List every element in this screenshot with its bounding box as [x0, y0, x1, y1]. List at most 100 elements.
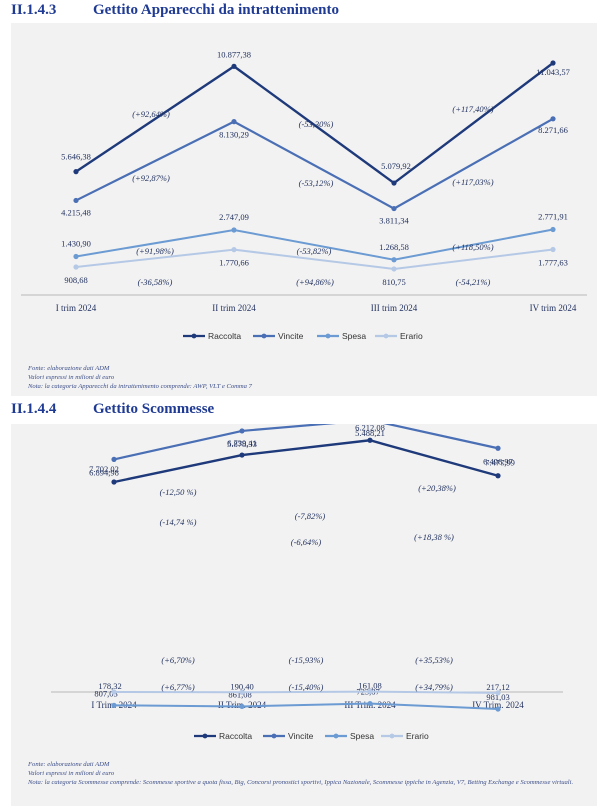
data-point-spesa	[111, 702, 117, 708]
data-label: 190,40	[230, 681, 253, 691]
data-label: 10.877,38	[217, 49, 251, 59]
change-label: (+18,38 %)	[414, 532, 454, 542]
data-label: 5.646,38	[61, 152, 91, 162]
data-point-spesa	[367, 700, 373, 707]
chart-notes-apparecchi: Fonte: elaborazione dati ADM Valori espr…	[28, 364, 588, 391]
series-line-erario	[113, 690, 499, 694]
change-label: (-6,64%)	[291, 537, 322, 547]
x-tick-label: III trim 2024	[371, 303, 418, 313]
data-point-spesa	[239, 703, 245, 710]
data-point-raccolta	[367, 437, 373, 443]
change-label: (+92,87%)	[132, 173, 170, 183]
data-point-spesa	[73, 253, 79, 260]
change-label: (+91,98%)	[136, 246, 174, 256]
data-label: 810,75	[382, 277, 405, 287]
series-line-raccolta	[75, 62, 554, 185]
data-label: 5.488,21	[355, 428, 385, 438]
data-point-raccolta	[495, 473, 501, 479]
data-label: 1.770,66	[219, 258, 249, 268]
change-label: (-14,74 %)	[160, 517, 197, 527]
data-point-erario	[391, 266, 397, 272]
data-label: 1.777,63	[538, 258, 568, 268]
data-label: 217,12	[486, 682, 509, 692]
change-label: (+92,64%)	[132, 109, 170, 119]
data-label: 2.747,09	[219, 212, 249, 222]
chart-panel-apparecchi: I trim 2024 II trim 2024 III trim 2024 IV t…	[11, 23, 597, 396]
legend-marker	[202, 733, 208, 739]
legend-marker	[383, 333, 389, 339]
legend-label: Erario	[406, 731, 429, 741]
chart-notes-scommesse: Fonte: elaborazione dati ADM Valori espr…	[28, 760, 588, 787]
series-line-vincite	[75, 117, 554, 210]
data-label: 8.130,29	[219, 130, 249, 140]
data-label: 1.268,58	[379, 242, 409, 252]
section-number: II.1.4.3	[11, 2, 57, 18]
x-tick-label: I trim 2024	[56, 303, 97, 313]
legend-label: Spesa	[342, 331, 366, 341]
data-point-raccolta	[239, 452, 245, 458]
change-label: (-53,12%)	[299, 178, 334, 188]
note-units: Valori espressi in milioni di euro	[28, 770, 115, 777]
change-label: (-15,40%)	[289, 682, 324, 692]
data-label: 908,68	[64, 275, 87, 285]
data-point-erario	[495, 690, 501, 696]
line-chart-apparecchi: I trim 2024 II trim 2024 III trim 2024 IV t…	[21, 49, 587, 341]
x-tick-label: II trim 2024	[212, 303, 256, 313]
data-point-erario	[231, 247, 237, 253]
change-label: (+94,86%)	[296, 277, 334, 287]
data-point-vincite	[231, 119, 237, 125]
data-label: 6.739,41	[227, 438, 257, 448]
change-label: (-54,21%)	[456, 277, 491, 287]
data-label: 8.271,66	[538, 125, 568, 135]
legend-marker	[191, 333, 197, 339]
legend-label: Raccolta	[208, 331, 241, 341]
data-point-raccolta	[111, 479, 117, 485]
change-label: (-12,50 %)	[160, 487, 197, 497]
data-point-raccolta	[550, 60, 556, 66]
change-label: (+6,70%)	[161, 655, 195, 665]
data-point-erario	[367, 689, 373, 695]
series-line-spesa	[75, 228, 554, 261]
legend-marker	[271, 733, 277, 739]
data-point-raccolta	[391, 180, 397, 186]
data-label: 6.212,08	[355, 424, 385, 432]
data-point-vincite	[550, 116, 556, 122]
data-label: 7.702,02	[89, 464, 119, 474]
data-label: 6.496,97	[483, 456, 513, 466]
data-label: 3.811,34	[379, 216, 409, 226]
note-source: Fonte: elaborazione dati ADM	[28, 761, 110, 768]
data-point-spesa	[495, 706, 501, 712]
change-label: (+117,40%)	[452, 104, 493, 114]
change-label: (+20,38%)	[418, 483, 456, 493]
data-label: 7.477,99	[485, 458, 515, 468]
section-title-apparecchi: II.1.4.3 Gettito Apparecchi da intratteni…	[11, 2, 339, 19]
series-line-erario	[75, 248, 554, 270]
data-point-vincite	[111, 456, 117, 462]
data-point-spesa	[550, 226, 556, 233]
change-label: (+35,53%)	[415, 655, 453, 665]
legend-marker	[333, 733, 339, 739]
series-line-spesa	[113, 702, 499, 710]
data-point-vincite	[73, 197, 79, 204]
data-point-erario	[239, 689, 245, 695]
line-chart-scommesse: I Trim. 2024 II Trim. 2024 III Trim. 2024 I…	[51, 424, 563, 741]
data-point-erario	[550, 246, 556, 253]
data-label: 981,03	[486, 692, 509, 702]
section-heading: Gettito Apparecchi da intrattenimento	[93, 2, 339, 18]
legend-label: Spesa	[350, 731, 374, 741]
legend-label: Erario	[400, 331, 423, 341]
series-line-raccolta	[113, 439, 499, 484]
data-point-spesa	[231, 227, 237, 233]
change-label: (+6,77%)	[161, 682, 195, 692]
data-point-spesa	[391, 257, 397, 263]
series-line-vincite	[113, 424, 499, 461]
note-category: Nota: la categoria Scommesse comprende: …	[28, 779, 574, 786]
data-point-vincite	[239, 428, 245, 434]
change-label: (-53,30%)	[299, 119, 334, 129]
data-point-raccolta	[231, 63, 237, 69]
x-tick-label: IV Trim. 2024	[472, 700, 524, 710]
change-label: (-15,93%)	[289, 655, 324, 665]
legend-marker	[261, 333, 267, 339]
section-heading: Gettito Scommesse	[93, 401, 215, 417]
data-label: 161,08	[358, 681, 381, 691]
